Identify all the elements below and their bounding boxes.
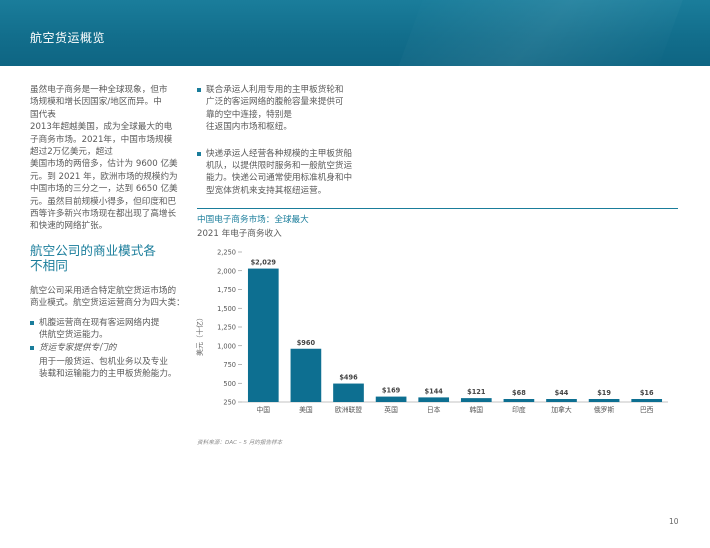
bar-6: [503, 399, 535, 402]
bar-value-label: $496: [339, 374, 358, 382]
bar-2: [333, 383, 364, 402]
ecommerce-bar-chart: 美元（十亿） 250 500 750 1,000 1,250 1,500 1,750 2,000…: [195, 249, 668, 414]
bullet-cargo-specialists: 货运专家提供专门的: [30, 342, 190, 354]
bar-value-label: $16: [640, 389, 654, 397]
page-number: 10: [669, 517, 679, 526]
bar-5: [460, 398, 492, 402]
bar-value-label: $169: [382, 387, 401, 395]
x-tick-label: 巴西: [640, 406, 654, 414]
bullet-express-carriers: 快递承运人经营各种规模的主甲板货船 机队，以提供限时服务和一般航空货运 能力。快…: [197, 148, 377, 198]
x-tick-label: 印度: [512, 405, 526, 414]
bullet-combination-carriers: 联合承运人利用专用的主甲板货轮和 广泛的客运网络的腹舱容量来提供可 靠的空中连接…: [197, 84, 377, 134]
source-note: 资料来源：DAC – 5 月的报告样本: [197, 440, 283, 446]
section-heading: 航空公司的商业模式各 不相同: [30, 242, 156, 273]
x-tick-label: 欧洲联盟: [335, 405, 362, 414]
x-tick-label: 英国: [384, 405, 398, 414]
business-model-paragraph: 航空公司采用适合特定航空货运市场的 商业模式。航空货运运营商分为四大类：: [30, 285, 185, 309]
y-tick-label: 1,250: [217, 324, 236, 332]
header-sheen: [389, 0, 691, 66]
y-tick-label: 250: [223, 399, 236, 407]
bar-7: [546, 399, 577, 402]
page-title: 航空货运概览: [30, 31, 106, 45]
x-tick-label: 日本: [427, 405, 441, 414]
y-tick-label: 2,250: [217, 249, 236, 257]
bar-0: [247, 268, 279, 402]
right-column: 联合承运人利用专用的主甲板货轮和 广泛的客运网络的腹舱容量来提供可 靠的空中连接…: [197, 84, 377, 211]
left-bullet-list: 机腹运营商在现有客运网络内提 供航空货运能力。 货运专家提供专门的: [30, 317, 190, 354]
chart-top-rule: [197, 208, 678, 209]
x-tick-label: 美国: [299, 405, 313, 414]
intro-paragraph: 虽然电子商务是一种全球现象，但市 场规模和增长因国家/地区而异。中 国代表 20…: [30, 85, 178, 232]
y-tick-label: 1,000: [217, 342, 236, 350]
x-tick-label: 韩国: [470, 405, 484, 414]
bar-4: [418, 397, 450, 402]
bar-value-label: $144: [425, 387, 444, 395]
bullet-belly-carriers: 机腹运营商在现有客运网络内提 供航空货运能力。: [30, 317, 190, 342]
header-band: 航空货运概览: [0, 0, 710, 66]
x-tick-label: 俄罗斯: [594, 405, 615, 414]
y-axis-label: 美元（十亿）: [195, 314, 204, 356]
x-tick-label: 加拿大: [551, 405, 572, 414]
bar-value-label: $121: [467, 388, 486, 396]
y-tick-label: 500: [223, 380, 236, 388]
y-tick-label: 1,750: [217, 286, 236, 294]
bar-value-label: $68: [512, 389, 526, 397]
y-tick-label: 1,500: [217, 305, 236, 313]
bar-9: [631, 399, 663, 402]
y-tick-label: 750: [223, 361, 236, 369]
left-column: 虽然电子商务是一种全球现象，但市 场规模和增长因国家/地区而异。中 国代表 20…: [30, 84, 190, 381]
bar-3: [375, 396, 407, 402]
x-tick-label: 中国: [257, 405, 271, 414]
bar-1: [290, 348, 322, 402]
chart-subtitle: 2021 年电子商务收入: [197, 229, 282, 239]
cargo-specialists-detail: 用于一般货运、包机业务以及专业 装载和运输能力的主甲板货舱能力。: [39, 356, 177, 380]
bar-value-label: $2,029: [251, 259, 277, 267]
bar-value-label: $960: [297, 339, 316, 347]
chart-title: 中国电子商务市场：全球最大: [197, 215, 309, 225]
right-bullet-list: 联合承运人利用专用的主甲板货轮和 广泛的客运网络的腹舱容量来提供可 靠的空中连接…: [197, 84, 377, 197]
y-tick-label: 2,000: [217, 267, 236, 275]
bar-value-label: $44: [555, 389, 569, 397]
bar-8: [588, 399, 620, 402]
bar-value-label: $19: [597, 389, 611, 397]
